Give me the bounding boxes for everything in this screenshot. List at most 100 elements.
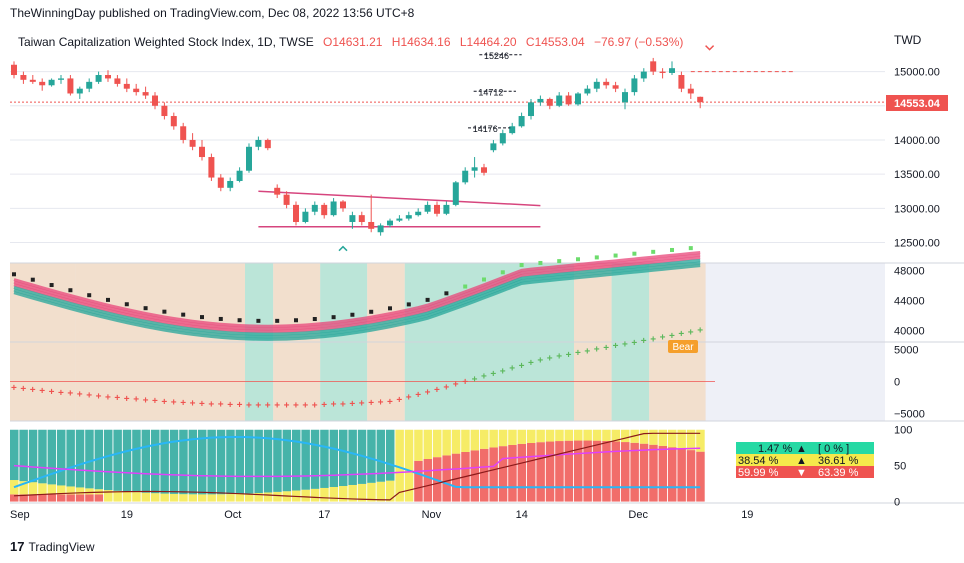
stacked-bar: [433, 429, 442, 458]
panel3-tick-label: 0: [894, 377, 900, 389]
candle-body: [434, 204, 440, 214]
stacked-bar: [75, 487, 85, 495]
candle-body: [603, 81, 610, 86]
stacked-bar: [320, 429, 329, 488]
stacked-bar: [141, 492, 151, 502]
tradingview-footer[interactable]: 17 TradingView: [10, 539, 95, 554]
candle-body: [48, 79, 55, 86]
osc-cross: +: [472, 374, 478, 385]
osc-cross: +: [227, 400, 233, 411]
stacked-bar: [574, 440, 583, 502]
candle-body: [152, 95, 158, 106]
ribbon-line: [13, 256, 701, 333]
candle-body: [311, 204, 318, 212]
stacked-bar: [536, 442, 545, 502]
stacked-bar: [367, 482, 376, 502]
readout-1-right: [ 0 % ]: [818, 443, 849, 455]
stacked-bar: [480, 429, 489, 449]
stacked-bar: [85, 494, 94, 502]
stacked-bar: [179, 494, 188, 502]
stacked-bar: [19, 429, 28, 482]
price-candles: [11, 57, 704, 236]
stacked-bar: [113, 490, 122, 502]
panel3-tick-label: −5000: [894, 408, 925, 420]
candle-body: [368, 221, 375, 229]
stacked-bar: [621, 429, 630, 443]
ribbon-marker: [237, 318, 242, 323]
readout-2-left: 38.54 %: [738, 455, 779, 467]
ribbon-marker: [162, 309, 167, 314]
ribbon-marker: [482, 277, 486, 282]
stacked-bar: [639, 443, 649, 502]
osc-cross: +: [180, 398, 186, 409]
osc-cross: +: [660, 333, 666, 344]
candle-body: [678, 75, 685, 89]
candle-body: [349, 215, 356, 222]
stacked-bar: [169, 493, 179, 502]
stacked-bar: [198, 494, 207, 502]
trend-zone: [649, 263, 706, 342]
osc-cross: +: [688, 327, 694, 338]
stacked-bar: [10, 429, 19, 481]
symbol-title: Taiwan Capitalization Weighted Stock Ind…: [18, 35, 314, 49]
osc-cross: +: [20, 384, 26, 395]
osc-cross: +: [349, 399, 355, 410]
price-tick-label: 13500.00: [894, 169, 940, 181]
price-tick-label: 15000.00: [894, 67, 940, 79]
stacked-bar: [282, 429, 292, 492]
stacked-bar: [395, 429, 404, 502]
osc-cross: +: [190, 398, 196, 409]
candle-body: [20, 75, 27, 80]
osc-cross: +: [613, 341, 619, 352]
stacked-bar: [104, 490, 113, 502]
stacked-bar: [649, 429, 658, 445]
candle-body: [86, 81, 93, 89]
ribbon-line: [13, 250, 701, 328]
stacked-bar: [498, 446, 508, 502]
candle-body: [499, 133, 506, 144]
osc-cross: +: [566, 350, 572, 361]
last-price-tag: [886, 95, 948, 111]
candle-body: [546, 98, 553, 106]
osc-cross: +: [368, 398, 374, 409]
stacked-bar: [132, 492, 141, 502]
candle-body: [415, 211, 422, 216]
last-price-label: 14553.04: [894, 98, 941, 110]
tradingview-brand: TradingView: [28, 539, 95, 554]
stacked-bar: [132, 429, 141, 493]
ribbon-marker: [30, 277, 35, 282]
stacked-bar: [592, 429, 602, 441]
stacked-bar: [527, 442, 536, 502]
candle-body: [114, 78, 121, 84]
ohlc-close: C14553.04: [526, 35, 585, 49]
osc-cross: +: [697, 326, 703, 337]
panel2-tick-label: 40000: [894, 326, 925, 338]
candle-body: [481, 167, 487, 173]
panel4-tick-label: 100: [894, 425, 912, 437]
stacked-bar: [545, 429, 555, 442]
stacked-bar: [188, 429, 198, 495]
candle-body: [199, 146, 205, 158]
candle-body: [697, 96, 704, 103]
stacked-bar: [104, 429, 113, 491]
osc-cross: +: [208, 399, 214, 410]
stacked-bar: [207, 429, 216, 495]
readout-row-2: [736, 454, 874, 466]
osc-cross: +: [77, 390, 83, 401]
stacked-bar: [235, 493, 245, 502]
stacked-bar: [498, 429, 508, 447]
candle-body: [11, 64, 17, 76]
stacked-bar: [169, 429, 179, 494]
ribbon-line: [13, 258, 701, 336]
stacked-bar: [245, 429, 254, 494]
ohlc-change: −76.97 (−0.53%): [594, 35, 683, 49]
ribbon-line: [13, 264, 701, 341]
stacked-bar: [122, 429, 132, 492]
stacked-bar: [527, 429, 536, 443]
osc-cross: +: [425, 387, 431, 398]
candle-body: [76, 88, 83, 94]
candle-body: [293, 204, 299, 222]
ribbon-marker: [670, 247, 674, 252]
stacked-bar: [442, 429, 451, 456]
